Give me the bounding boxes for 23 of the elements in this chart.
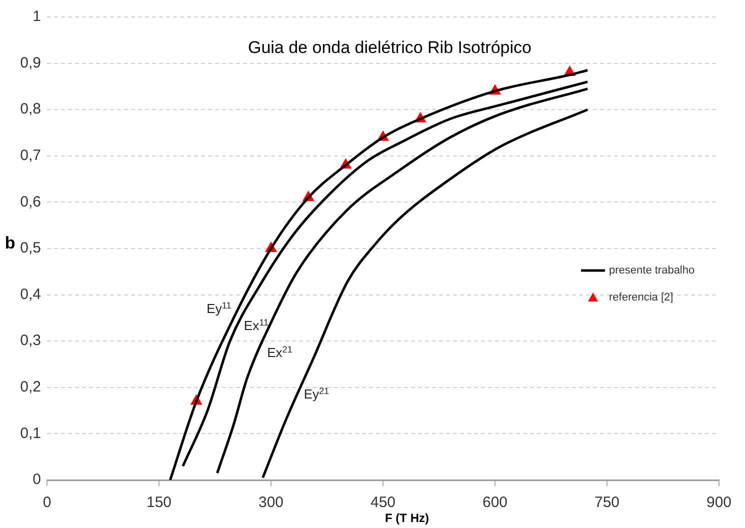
y-tick-label: 0 — [32, 471, 41, 488]
x-tick-label: 300 — [258, 494, 284, 512]
x-tick-label: 450 — [370, 494, 396, 512]
y-tick-label: 0,2 — [20, 378, 41, 396]
text: Guia de onda dielétrico Rib Isotrópico — [248, 38, 532, 57]
y-tick-label: 1 — [32, 8, 41, 26]
y-tick-label: 0,1 — [20, 424, 41, 442]
y-axis-title: b — [4, 234, 16, 252]
legend-label: referencia [2] — [609, 292, 674, 304]
x-axis-title: F (T Hz) — [385, 511, 429, 525]
x-tick-label: 750 — [594, 494, 620, 512]
y-tick-label: 0,8 — [20, 100, 41, 118]
legend-label: presente trabalho — [609, 264, 695, 277]
y-tick-label: 0,6 — [20, 193, 41, 210]
y-tick-label: 0,9 — [20, 54, 41, 72]
x-tick-label: 600 — [482, 494, 508, 512]
y-tick-label: 0,5 — [20, 240, 41, 257]
line-series — [262, 108, 589, 479]
y-tick-label: 0,7 — [20, 147, 41, 164]
y-tick-label: 0,4 — [20, 286, 41, 303]
x-tick-label: 900 — [706, 494, 732, 512]
y-tick-label: 0,3 — [20, 332, 41, 350]
x-tick-label: 150 — [146, 494, 172, 512]
